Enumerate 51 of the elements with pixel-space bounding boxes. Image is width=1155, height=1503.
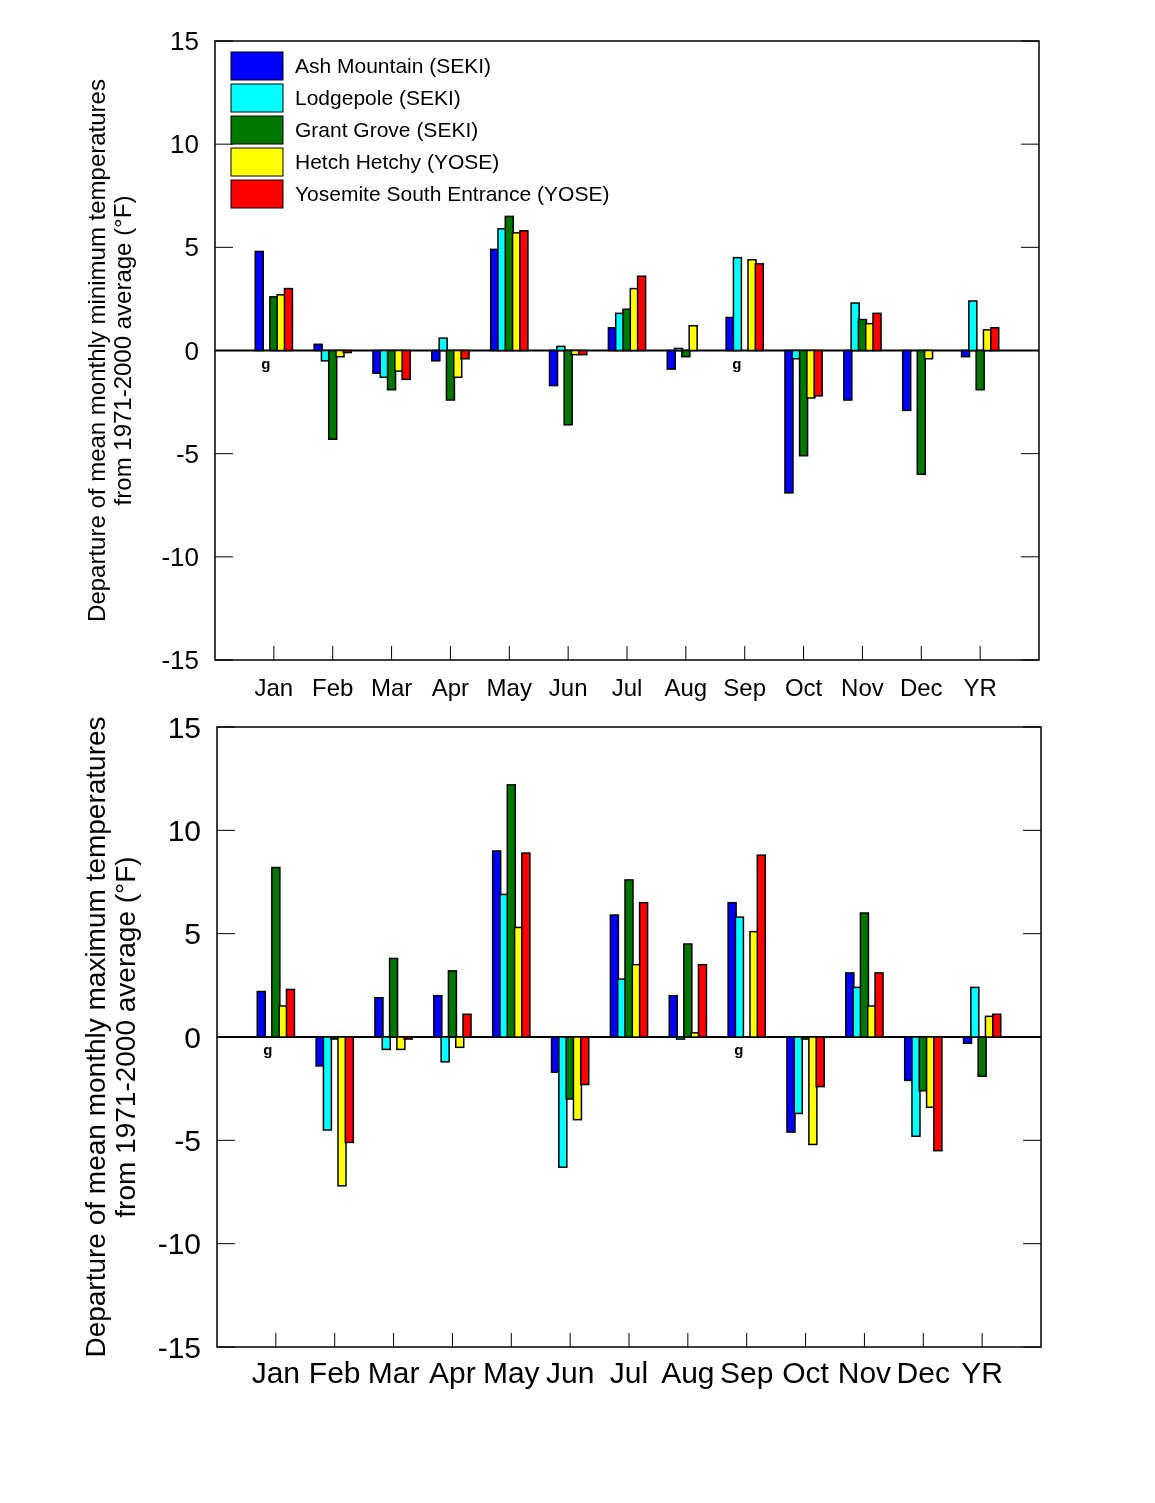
legend-label: Hetch Hetchy (YOSE)	[295, 150, 500, 174]
x-tick-label: Dec	[899, 674, 943, 701]
y-axis-title: Departure of mean monthly maximum temperatures from 1971-2000 average (°F)	[79, 716, 142, 1358]
legend-label: Yosemite South Entrance (YOSE)	[295, 182, 610, 206]
x-tick-label: Oct	[782, 1356, 830, 1389]
y-tick-label: 10	[170, 129, 199, 160]
x-tick-label: Oct	[784, 674, 823, 701]
y-tick-label: 10	[167, 813, 201, 847]
x-tick-label: Apr	[429, 1356, 476, 1389]
x-tick-label: May	[482, 1356, 540, 1389]
x-tick-label: Aug	[664, 674, 708, 701]
x-tick-label: YR	[963, 674, 997, 701]
x-tick-label: Mar	[370, 674, 413, 701]
y-tick-label: 15	[167, 710, 201, 744]
y-tick-label: -10	[161, 541, 199, 572]
y-tick-label: -10	[157, 1227, 201, 1261]
y-tick-label: 0	[184, 1020, 201, 1054]
x-tick-label: Jun	[545, 1356, 595, 1389]
x-tick-label: Feb	[308, 1356, 361, 1389]
y-tick-label: 5	[184, 917, 201, 951]
x-tick-label: Aug	[661, 1356, 715, 1389]
x-tick-label: YR	[961, 1356, 1003, 1389]
x-tick-label: Jan	[251, 1356, 301, 1389]
y-tick-label: -15	[161, 645, 199, 676]
x-tick-label: May	[486, 674, 532, 701]
annotation: g	[263, 1041, 273, 1058]
y-tick-label: -5	[175, 438, 199, 469]
annotation: g	[732, 354, 742, 372]
x-tick-label: Mar	[367, 1356, 420, 1389]
x-tick-label: Jul	[609, 1356, 649, 1389]
x-tick-label: Jun	[548, 674, 588, 701]
legend-label: Grant Grove (SEKI)	[295, 118, 479, 142]
annotation: g	[734, 1041, 744, 1058]
y-tick-label: 15	[170, 26, 199, 57]
y-tick-label: 0	[184, 335, 199, 366]
x-tick-label: Sep	[723, 674, 767, 701]
x-tick-label: Sep	[720, 1356, 774, 1389]
y-tick-label: -5	[174, 1123, 201, 1157]
x-tick-label: Jan	[254, 674, 294, 701]
legend-label: Lodgepole (SEKI)	[295, 86, 461, 110]
x-tick-label: Dec	[896, 1356, 950, 1389]
legend-label: Ash Mountain (SEKI)	[295, 54, 492, 78]
x-tick-label: Nov	[837, 1356, 892, 1389]
annotation: g	[261, 354, 271, 372]
x-tick-label: Jul	[611, 674, 643, 701]
y-tick-label: 5	[184, 232, 199, 263]
x-tick-label: Feb	[312, 674, 354, 701]
y-tick-label: -15	[157, 1330, 201, 1364]
x-tick-label: Apr	[431, 674, 470, 701]
x-tick-label: Nov	[841, 674, 884, 701]
y-axis-title: Departure of mean monthly minimum temperatures from 1971-2000 average (°F)	[82, 79, 137, 622]
